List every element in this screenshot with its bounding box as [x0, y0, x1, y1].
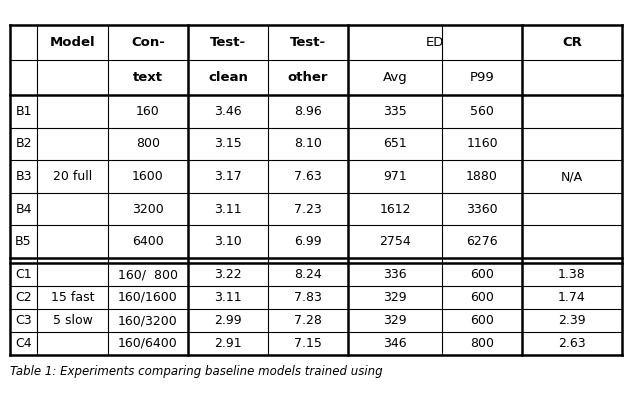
Text: 160: 160: [136, 105, 160, 118]
Text: 3.11: 3.11: [214, 202, 242, 216]
Text: 1.38: 1.38: [558, 268, 586, 281]
Text: 2.91: 2.91: [214, 337, 242, 350]
Text: C2: C2: [15, 291, 32, 304]
Text: 3200: 3200: [132, 202, 164, 216]
Text: 3.22: 3.22: [214, 268, 242, 281]
Text: 160/3200: 160/3200: [118, 314, 178, 327]
Text: 160/6400: 160/6400: [118, 337, 178, 350]
Text: 20 full: 20 full: [53, 170, 92, 183]
Text: 1.74: 1.74: [558, 291, 586, 304]
Text: 7.28: 7.28: [294, 314, 322, 327]
Text: 1880: 1880: [466, 170, 498, 183]
Text: text: text: [133, 71, 163, 84]
Text: 7.63: 7.63: [294, 170, 322, 183]
Text: 5 slow: 5 slow: [52, 314, 92, 327]
Text: 1600: 1600: [132, 170, 164, 183]
Text: 7.15: 7.15: [294, 337, 322, 350]
Text: 600: 600: [470, 314, 494, 327]
Text: 600: 600: [470, 268, 494, 281]
Text: 2754: 2754: [379, 235, 411, 248]
Text: B3: B3: [15, 170, 32, 183]
Text: 8.10: 8.10: [294, 137, 322, 150]
Text: 8.96: 8.96: [294, 105, 322, 118]
Text: 3.17: 3.17: [214, 170, 242, 183]
Text: 6276: 6276: [466, 235, 498, 248]
Text: 8.24: 8.24: [294, 268, 322, 281]
Text: 2.39: 2.39: [558, 314, 586, 327]
Text: 329: 329: [383, 314, 407, 327]
Text: 1160: 1160: [466, 137, 498, 150]
Text: Test-: Test-: [210, 36, 246, 49]
Text: 6.99: 6.99: [294, 235, 322, 248]
Text: CR: CR: [562, 36, 582, 49]
Text: 3.11: 3.11: [214, 291, 242, 304]
Text: B2: B2: [15, 137, 32, 150]
Text: 160/  800: 160/ 800: [118, 268, 178, 281]
Text: 160/1600: 160/1600: [118, 291, 178, 304]
Text: P99: P99: [470, 71, 494, 84]
Text: 2.63: 2.63: [558, 337, 586, 350]
Text: 15 fast: 15 fast: [51, 291, 94, 304]
Text: ED: ED: [426, 36, 444, 49]
Text: 800: 800: [136, 137, 160, 150]
Text: 3.46: 3.46: [214, 105, 242, 118]
Text: 346: 346: [383, 337, 407, 350]
Text: 651: 651: [383, 137, 407, 150]
Text: 6400: 6400: [132, 235, 164, 248]
Text: Avg: Avg: [382, 71, 408, 84]
Text: B1: B1: [15, 105, 32, 118]
Text: 336: 336: [383, 268, 407, 281]
Text: C4: C4: [15, 337, 32, 350]
Text: 7.83: 7.83: [294, 291, 322, 304]
Text: Con-: Con-: [131, 36, 165, 49]
Text: 3.10: 3.10: [214, 235, 242, 248]
Text: 7.23: 7.23: [294, 202, 322, 216]
Text: other: other: [288, 71, 328, 84]
Text: B4: B4: [15, 202, 32, 216]
Text: 329: 329: [383, 291, 407, 304]
Text: 800: 800: [470, 337, 494, 350]
Text: C3: C3: [15, 314, 32, 327]
Text: 1612: 1612: [379, 202, 411, 216]
Text: 971: 971: [383, 170, 407, 183]
Text: 560: 560: [470, 105, 494, 118]
Text: Test-: Test-: [290, 36, 326, 49]
Text: 600: 600: [470, 291, 494, 304]
Text: 335: 335: [383, 105, 407, 118]
Text: 2.99: 2.99: [214, 314, 242, 327]
Text: B5: B5: [15, 235, 32, 248]
Text: N/A: N/A: [561, 170, 583, 183]
Text: clean: clean: [208, 71, 248, 84]
Text: Model: Model: [50, 36, 95, 49]
Text: 3.15: 3.15: [214, 137, 242, 150]
Text: C1: C1: [15, 268, 32, 281]
Text: 3360: 3360: [466, 202, 498, 216]
Text: Table 1: Experiments comparing baseline models trained using: Table 1: Experiments comparing baseline …: [10, 366, 382, 379]
